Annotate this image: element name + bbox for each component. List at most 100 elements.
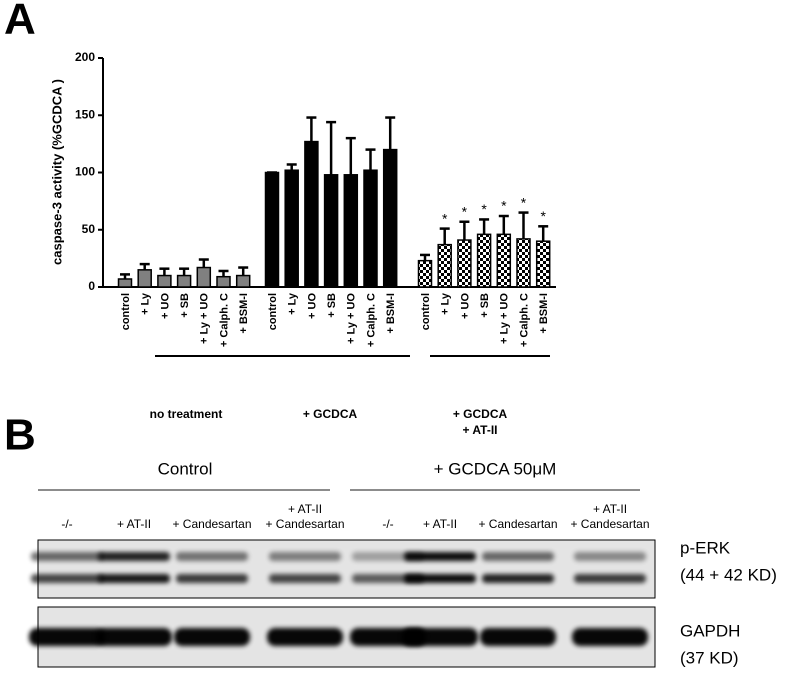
error-bar (439, 227, 450, 245)
x-tick-label: + Ly (287, 292, 299, 315)
lane-label: + Candesartan (265, 517, 344, 531)
bar (516, 238, 531, 288)
blot-band (31, 574, 103, 583)
blot-band (98, 574, 170, 583)
x-tick-label: + SB (479, 293, 491, 318)
blot-band (404, 552, 476, 561)
panel-label: A (4, 0, 36, 44)
bar (235, 274, 251, 288)
lane-label: + AT-II (117, 517, 151, 531)
error-bar (286, 163, 297, 171)
bar (304, 140, 319, 288)
y-tick-label: 150 (75, 107, 95, 121)
x-tick-label: + Calph. C (218, 293, 230, 347)
blot-band (176, 574, 248, 583)
x-tick-label: + SB (326, 293, 338, 318)
x-tick-label: + UO (459, 293, 471, 319)
x-tick-label: + UO (306, 293, 318, 319)
bar (284, 169, 299, 288)
error-bar (120, 273, 130, 279)
bar (216, 275, 231, 288)
y-tick-label: 100 (75, 165, 95, 179)
bar (363, 169, 378, 288)
blot-band (574, 552, 646, 561)
lane-label: -/- (382, 517, 393, 531)
error-bar (345, 136, 356, 175)
error-bar (420, 253, 430, 261)
row-label: (44 + 42 KD) (680, 565, 777, 584)
error-bar (538, 225, 549, 242)
legend-label: + GCDCA (303, 407, 358, 421)
row-label: p-ERK (680, 538, 731, 557)
error-bar (159, 267, 170, 276)
significance-mark: * (521, 194, 527, 210)
bar (382, 148, 398, 288)
lane-label: + AT-II (593, 502, 627, 516)
error-bar (218, 269, 229, 277)
bar (117, 278, 133, 288)
blot-band (402, 628, 478, 646)
y-tick-label: 0 (88, 279, 95, 293)
x-tick-label: + Ly (140, 292, 152, 315)
significance-mark: * (540, 208, 546, 224)
x-tick-label: + BSM-I (538, 293, 550, 334)
error-bar (326, 120, 337, 175)
error-bar (459, 220, 470, 241)
blot-band (98, 552, 170, 561)
x-tick-label: control (120, 293, 132, 330)
significance-mark: * (481, 201, 487, 217)
group-label: + GCDCA 50μM (434, 459, 557, 478)
x-tick-label: + Calph. C (518, 293, 530, 347)
x-tick-label: + Ly + UO (199, 293, 211, 344)
error-bar (365, 148, 376, 171)
blot-band (572, 628, 648, 646)
panel-label: B (4, 411, 36, 460)
legend-label: + GCDCA (453, 407, 508, 421)
blot-band (269, 574, 341, 583)
x-tick-label: control (420, 293, 432, 330)
error-bar (479, 218, 490, 235)
x-tick-label: + Ly (440, 292, 452, 315)
lane-label: + AT-II (423, 517, 457, 531)
blot-band (31, 552, 103, 561)
error-bar (518, 211, 529, 239)
y-tick-label: 200 (75, 50, 95, 64)
bar (157, 274, 172, 288)
blot-band (267, 628, 343, 646)
error-bar (179, 267, 190, 276)
legend-label: + AT-II (462, 423, 497, 437)
blot-band (176, 552, 248, 561)
bar (417, 259, 433, 288)
x-tick-label: + UO (159, 293, 171, 319)
bar (176, 274, 192, 288)
blot-band (29, 628, 105, 646)
significance-mark: * (462, 203, 468, 219)
bar (437, 243, 452, 288)
blot-band (96, 628, 172, 646)
blot-band (174, 628, 250, 646)
x-tick-label: control (267, 293, 279, 330)
lane-label: + AT-II (288, 502, 322, 516)
x-tick-label: + BSM-I (385, 293, 397, 334)
error-bar (198, 258, 209, 268)
row-label: GAPDH (680, 621, 740, 640)
lane-label: + Candesartan (478, 517, 557, 531)
blot-band (482, 574, 554, 583)
bar (343, 174, 359, 288)
lane-label: -/- (61, 517, 72, 531)
blot-band (404, 574, 476, 583)
bar (476, 233, 492, 288)
bar (264, 171, 280, 288)
lane-label: + Candesartan (570, 517, 649, 531)
x-tick-label: + SB (179, 293, 191, 318)
blot-band (482, 552, 554, 561)
legend-label: no treatment (150, 407, 223, 421)
x-tick-label: + Ly + UO (499, 293, 511, 344)
lane-label: + Candesartan (172, 517, 251, 531)
error-bar (385, 116, 396, 150)
bar (196, 266, 212, 288)
error-bar (306, 116, 317, 142)
bar (496, 233, 512, 288)
significance-mark: * (501, 198, 507, 214)
